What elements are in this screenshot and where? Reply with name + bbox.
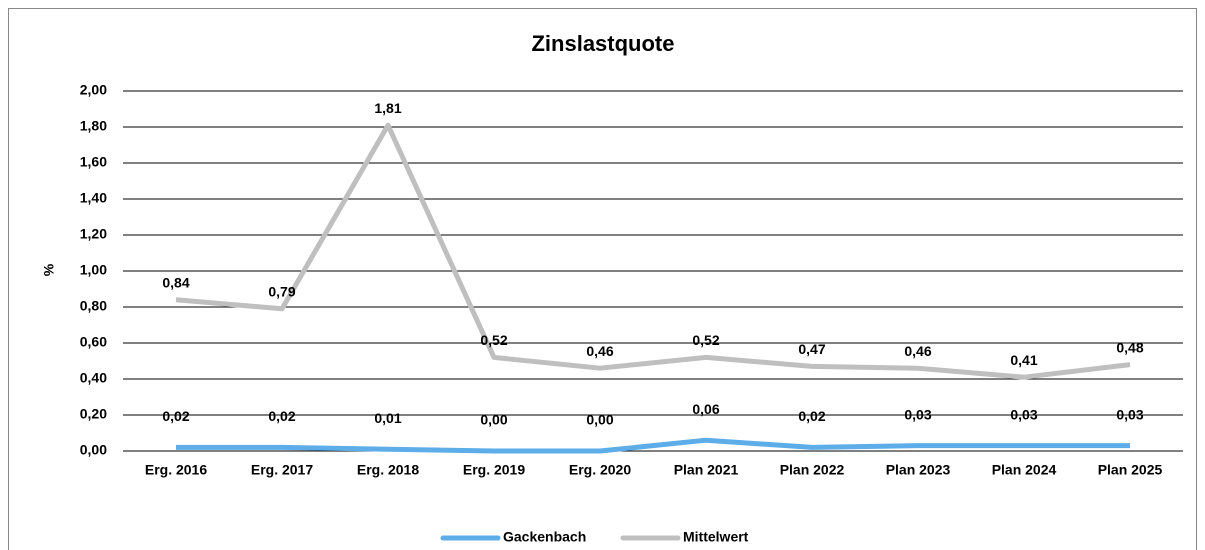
x-tick-label: Erg. 2016 [145, 462, 207, 478]
legend-label: Mittelwert [683, 529, 749, 545]
data-label: 0,47 [798, 341, 825, 357]
y-axis-label: % [41, 263, 57, 276]
data-label: 0,02 [162, 408, 189, 424]
legend-label: Gackenbach [503, 529, 586, 545]
y-tick-label: 1,20 [80, 226, 107, 242]
data-label: 0,41 [1010, 352, 1037, 368]
data-label: 1,81 [374, 100, 401, 116]
data-label: 0,06 [692, 401, 719, 417]
data-label: 0,48 [1116, 339, 1143, 355]
data-label: 0,03 [1116, 406, 1143, 422]
y-tick-label: 1,00 [80, 262, 107, 278]
y-tick-label: 0,80 [80, 298, 107, 314]
data-label: 0,52 [692, 332, 719, 348]
y-tick-label: 2,00 [80, 82, 107, 98]
x-tick-label: Plan 2022 [780, 462, 845, 478]
data-label: 0,00 [480, 412, 507, 428]
x-tick-label: Erg. 2017 [251, 462, 313, 478]
y-tick-label: 1,60 [80, 154, 107, 170]
y-tick-label: 0,00 [80, 442, 107, 458]
data-label: 0,84 [162, 275, 189, 291]
data-label: 0,52 [480, 332, 507, 348]
x-tick-label: Erg. 2019 [463, 462, 525, 478]
y-tick-label: 0,40 [80, 370, 107, 386]
series-line [176, 437, 1130, 454]
y-tick-label: 0,20 [80, 406, 107, 422]
data-label: 0,03 [904, 406, 931, 422]
data-label: 0,46 [586, 343, 613, 359]
data-label: 0,02 [268, 408, 295, 424]
data-label: 0,46 [904, 343, 931, 359]
data-label: 0,00 [586, 412, 613, 428]
x-tick-label: Plan 2021 [674, 462, 739, 478]
data-label: 0,01 [374, 410, 401, 426]
data-label: 0,03 [1010, 406, 1037, 422]
x-tick-label: Erg. 2018 [357, 462, 419, 478]
x-tick-label: Plan 2023 [886, 462, 951, 478]
x-tick-label: Erg. 2020 [569, 462, 631, 478]
chart-title: Zinslastquote [531, 31, 674, 56]
data-label: 0,79 [268, 284, 295, 300]
x-tick-label: Plan 2025 [1098, 462, 1163, 478]
x-tick-label: Plan 2024 [992, 462, 1057, 478]
y-tick-label: 0,60 [80, 334, 107, 350]
y-tick-label: 1,40 [80, 190, 107, 206]
chart-border [8, 8, 1197, 550]
y-tick-label: 1,80 [80, 118, 107, 134]
series-line [175, 122, 1131, 380]
data-label: 0,02 [798, 408, 825, 424]
